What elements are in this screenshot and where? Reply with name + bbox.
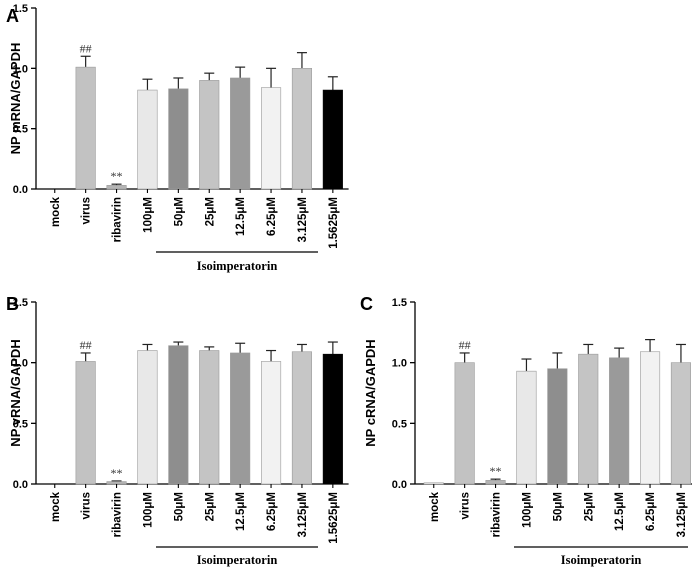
y-axis-label: NP vRNA/GAPDH: [8, 339, 23, 446]
bar-1.5625μM: [322, 89, 343, 190]
bar-6.25μM: [260, 87, 282, 190]
bar-100μM: [137, 350, 158, 485]
panel-b: B NP vRNA/GAPDH 0.0 0.5 1.0 1.5 mock virus ribav…: [6, 294, 349, 567]
x-tick-label: 1.5625μM: [328, 492, 340, 544]
x-tick-label: 50μM: [173, 492, 185, 521]
x-tick-label: ribavirin: [112, 492, 124, 537]
y-tick-label: 1.5: [13, 3, 28, 15]
significance-annotation: **: [490, 464, 502, 478]
panel-letter: A: [6, 6, 19, 26]
x-tick-label: virus: [81, 197, 93, 225]
x-tick-label: 12.5μM: [235, 492, 247, 531]
y-tick-label: 0.0: [13, 479, 28, 491]
bar-ribavirin: [106, 481, 127, 485]
bar-mock: [423, 482, 444, 485]
y-tick-label: 0.5: [13, 418, 28, 430]
bar-25μM: [578, 353, 599, 485]
x-tick-label: 3.125μM: [297, 492, 309, 537]
x-tick-label: 50μM: [552, 492, 564, 521]
x-tick-label: 25μM: [583, 492, 595, 521]
bar-25μM: [199, 80, 220, 190]
significance-annotation: ##: [80, 41, 92, 55]
panel-letter: B: [6, 294, 19, 314]
y-axis-label: NP mRNA/GAPDH: [8, 43, 23, 155]
x-tick-label: 6.25μM: [645, 492, 657, 531]
bar-50μM: [168, 345, 189, 485]
bar-12.5μM: [230, 77, 251, 190]
bar-100μM: [137, 89, 158, 190]
x-tick-label: 6.25μM: [266, 197, 278, 236]
bar-virus: [75, 361, 96, 485]
panel-c: C NP cRNA/GAPDH 0.0 0.5 1.0 1.5 mock virus ribav…: [360, 294, 692, 567]
x-tick-label: 25μM: [204, 492, 216, 521]
bar-12.5μM: [230, 352, 251, 485]
x-tick-label: 25μM: [204, 197, 216, 226]
x-tick-label: mock: [429, 491, 441, 522]
y-tick-label: 0.5: [13, 124, 28, 136]
group-label: Isoimperatorin: [561, 553, 642, 567]
y-tick-label: 1.0: [392, 358, 407, 370]
panel-letter: C: [360, 294, 373, 314]
x-tick-label: 3.125μM: [676, 492, 688, 537]
x-tick-label: 100μM: [142, 492, 154, 528]
bar-50μM: [547, 368, 568, 485]
x-tick-label: 100μM: [142, 197, 154, 233]
x-tick-label: ribavirin: [112, 197, 124, 242]
x-tick-label: virus: [81, 492, 93, 520]
x-tick-label: mock: [50, 196, 62, 227]
group-label: Isoimperatorin: [197, 553, 278, 567]
bar-1.5625μM: [322, 353, 343, 485]
y-tick-label: 0.5: [392, 418, 407, 430]
x-tick-label: 3.125μM: [297, 197, 309, 242]
y-tick-label: 0.0: [392, 479, 407, 491]
bar-25μM: [199, 350, 220, 485]
y-axis-label: NP cRNA/GAPDH: [363, 339, 378, 446]
x-tick-label: 100μM: [521, 492, 533, 528]
x-tick-label: 12.5μM: [614, 492, 626, 531]
bar-ribavirin: [485, 480, 506, 485]
bar-100μM: [516, 370, 537, 485]
x-tick-label: 50μM: [173, 197, 185, 226]
bar-3.125μM: [291, 68, 313, 190]
x-tick-label: mock: [50, 491, 62, 522]
y-tick-label: 1.5: [13, 297, 28, 309]
y-tick-label: 0.0: [13, 184, 28, 196]
bar-6.25μM: [260, 361, 282, 485]
significance-annotation: ##: [80, 338, 92, 352]
x-tick-label: virus: [460, 492, 472, 520]
panel-a: A NP mRNA/GAPDH 0.0 0.5 1.0 1.5 mock virus ribav…: [6, 3, 349, 273]
bar-6.25μM: [639, 351, 661, 485]
significance-annotation: ##: [459, 338, 471, 352]
bar-ribavirin: [106, 185, 127, 190]
significance-annotation: **: [111, 466, 123, 480]
bar-virus: [454, 362, 475, 485]
x-tick-label: 12.5μM: [235, 197, 247, 236]
bar-3.125μM: [670, 362, 692, 485]
bar-50μM: [168, 88, 189, 190]
bar-3.125μM: [291, 351, 313, 485]
bar-virus: [75, 66, 96, 190]
y-tick-label: 1.0: [13, 63, 28, 75]
bar-12.5μM: [609, 357, 630, 485]
x-tick-label: 6.25μM: [266, 492, 278, 531]
group-label: Isoimperatorin: [197, 259, 278, 273]
x-tick-label: ribavirin: [491, 492, 503, 537]
significance-annotation: **: [111, 169, 123, 183]
y-tick-label: 1.0: [13, 358, 28, 370]
x-tick-label: 1.5625μM: [328, 197, 340, 249]
y-tick-label: 1.5: [392, 297, 407, 309]
